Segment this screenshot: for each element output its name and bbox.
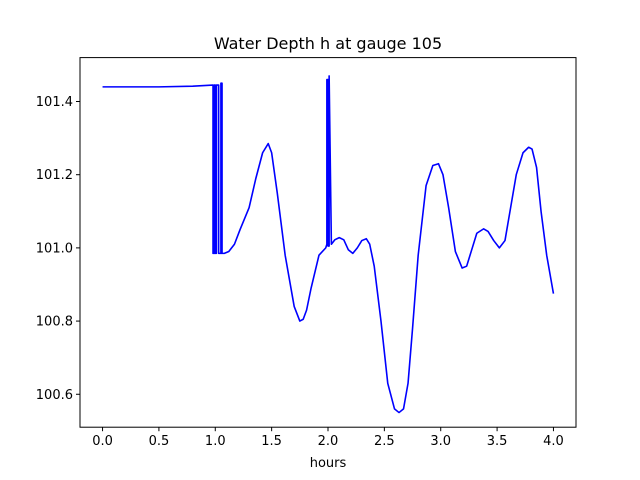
y-tick-label: 100.8 bbox=[36, 315, 73, 330]
y-tick-label: 101.4 bbox=[36, 95, 73, 110]
y-tick-label: 101.0 bbox=[36, 241, 73, 256]
y-axis: 100.6 100.8 101.0 101.2 101.4 bbox=[36, 95, 80, 403]
x-tick-label: 4.0 bbox=[543, 434, 564, 449]
x-tick-label: 2.0 bbox=[318, 434, 339, 449]
plot-area: 0.0 0.5 1.0 1.5 2.0 2.5 3.0 3.5 4.0 100.6100.810… bbox=[36, 57, 577, 449]
x-tick-label: 0.0 bbox=[92, 434, 113, 449]
x-tick-label: 3.0 bbox=[430, 434, 451, 449]
x-tick-label: 0.5 bbox=[149, 434, 170, 449]
x-tick-label: 2.5 bbox=[374, 434, 395, 449]
x-tick-label: 1.5 bbox=[261, 434, 282, 449]
y-tick-label: 100.6 bbox=[36, 388, 73, 403]
x-axis: 0.0 0.5 1.0 1.5 2.0 2.5 3.0 3.5 4.0 bbox=[92, 427, 564, 449]
y-tick-label: 101.2 bbox=[36, 168, 73, 183]
x-tick-label: 1.0 bbox=[205, 434, 226, 449]
x-tick-label: 3.5 bbox=[487, 434, 508, 449]
series-line bbox=[102, 75, 555, 414]
x-axis-label: hours bbox=[310, 456, 347, 471]
chart-title: Water Depth h at gauge 105 bbox=[214, 34, 442, 53]
series-group bbox=[102, 75, 555, 414]
